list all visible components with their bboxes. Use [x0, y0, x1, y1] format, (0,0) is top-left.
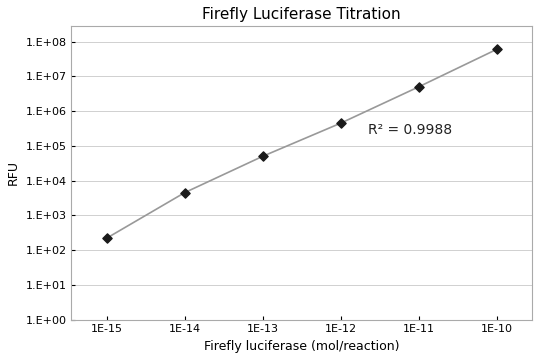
Title: Firefly Luciferase Titration: Firefly Luciferase Titration — [203, 7, 401, 22]
Point — [414, 84, 423, 90]
Point — [493, 46, 501, 52]
Point — [258, 153, 267, 159]
Point — [102, 235, 111, 241]
Text: R² = 0.9988: R² = 0.9988 — [368, 123, 452, 137]
Point — [181, 190, 189, 195]
X-axis label: Firefly luciferase (mol/reaction): Firefly luciferase (mol/reaction) — [204, 340, 399, 353]
Point — [336, 120, 345, 126]
Y-axis label: RFU: RFU — [7, 160, 20, 185]
